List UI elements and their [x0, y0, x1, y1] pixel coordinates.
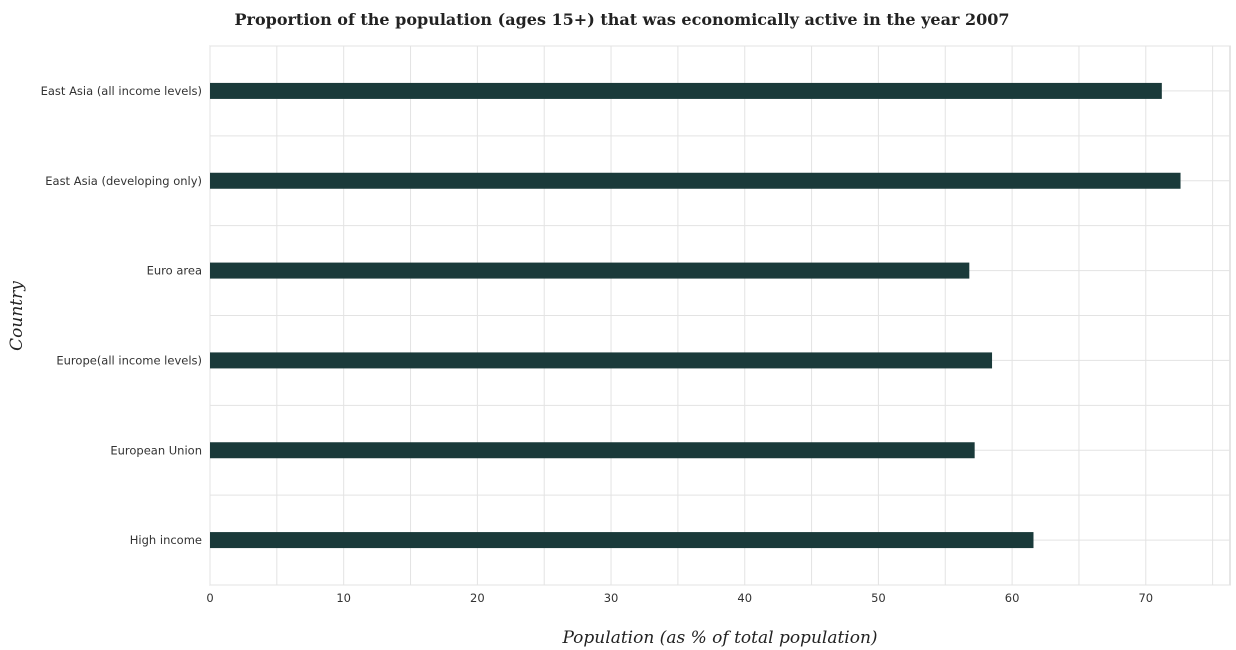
y-tick-label: East Asia (all income levels) [41, 84, 202, 98]
x-tick-label: 50 [871, 591, 886, 605]
y-tick-label: Euro area [147, 264, 202, 278]
bar [210, 83, 1162, 99]
x-tick-label: 70 [1138, 591, 1153, 605]
bar [210, 352, 992, 368]
x-axis-label: Population (as % of total population) [561, 628, 877, 648]
y-tick-label: High income [130, 533, 202, 547]
chart-title: Proportion of the population (ages 15+) … [235, 10, 1010, 29]
x-tick-label: 20 [470, 591, 485, 605]
bar [210, 173, 1181, 189]
y-tick-label: East Asia (developing only) [45, 174, 202, 188]
x-tick-label: 40 [737, 591, 752, 605]
y-tick-label: European Union [110, 443, 202, 457]
x-tick-label: 0 [206, 591, 213, 605]
x-tick-label: 60 [1005, 591, 1020, 605]
bar [210, 442, 975, 458]
y-tick-label: Europe(all income levels) [56, 353, 202, 367]
bar [210, 263, 969, 279]
y-axis-label: Country [7, 281, 27, 351]
x-tick-labels: 0 10 20 30 40 50 60 70 [206, 591, 1153, 605]
bar [210, 532, 1033, 548]
x-tick-label: 30 [604, 591, 619, 605]
grid-lines [210, 46, 1230, 585]
x-tick-label: 10 [336, 591, 351, 605]
y-tick-labels: East Asia (all income levels) East Asia (… [41, 84, 202, 547]
